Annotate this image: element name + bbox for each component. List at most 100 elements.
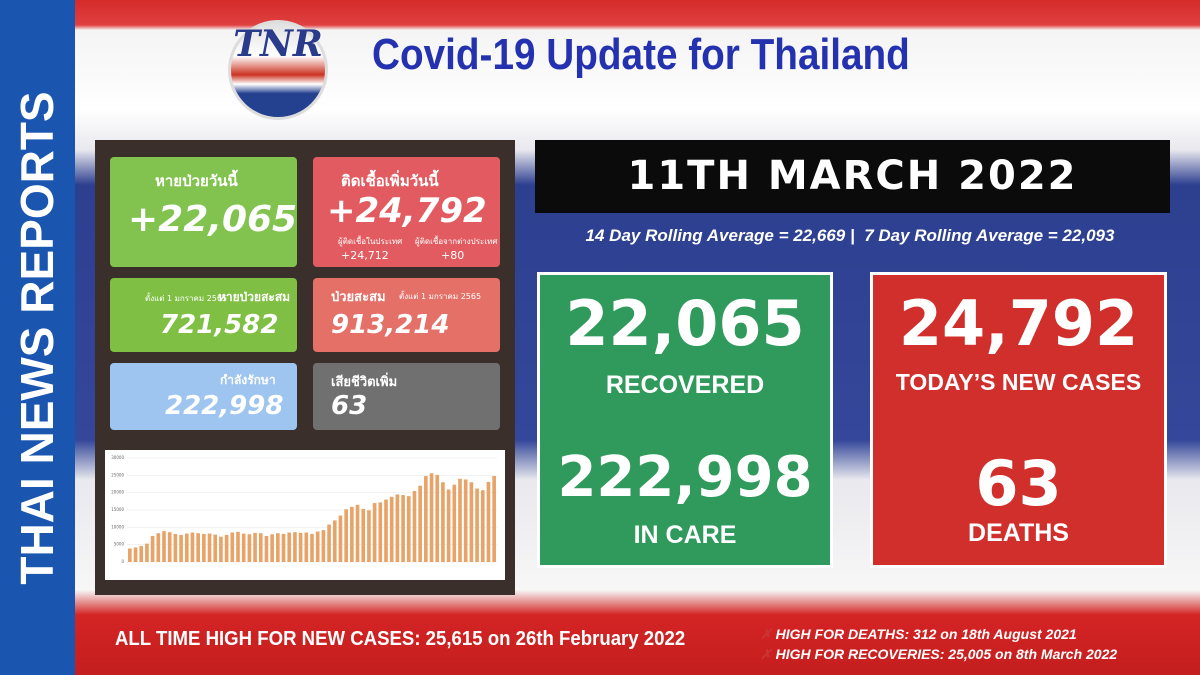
y-tick-label: 15000 [111,507,124,512]
tile-label: หายป่วยวันนี้ [155,172,238,190]
bar [236,531,240,562]
bar [475,488,479,562]
bar [429,473,434,562]
icon: ✗ [760,626,772,642]
card-label: IN CARE [633,521,737,549]
card-value: 63 [975,447,1062,520]
bar [372,503,377,562]
bar [401,495,405,562]
cases-card: 24,792 TODAY’S NEW CASES 63 DEATHS [870,272,1167,568]
stats-panel: หายป่วยวันนี้ +22,065 ติดเชื้อเพิ่มวันนี… [95,140,515,595]
bar [298,532,303,562]
bar [264,536,269,562]
bar [219,536,223,562]
tile: ตั้งแต่ 1 มกราคม 2565 หายป่วยสะสม 721,58… [110,278,297,352]
rolling-14: 14 Day Rolling Average = 22,669 | [585,226,855,245]
bar [492,476,496,562]
tile-label: ป่วยสะสม [331,290,386,305]
recovered-card: 22,065 RECOVERED 222,998 IN CARE [537,272,833,568]
tile: ติดเชื้อเพิ่มวันนี้ +24,792 ผู้ติดเชื้อใ… [313,157,500,267]
footer-text: HIGH FOR RECOVERIES: 25,005 on 8th March… [775,646,1118,662]
bar [173,533,178,562]
card-label: RECOVERED [605,371,765,399]
bar [458,478,462,562]
bar [463,479,468,562]
tile-note: ตั้งแต่ 1 มกราคม 2565 [145,294,228,303]
mini-chart: 0 5000 10000 15000 20000 25000 30000 [105,450,505,580]
bar [310,533,314,562]
bar [270,534,274,562]
sidebar-text: THAI NEWS REPORTS [11,91,63,585]
bar [321,530,326,562]
bar [276,533,280,562]
tile: ป่วยสะสม ตั้งแต่ 1 มกราคม 2565 913,214 [313,278,500,352]
bar [424,476,428,562]
y-tick-label: 20000 [111,490,124,495]
bar [344,509,348,562]
bar [315,531,320,562]
bar [287,532,292,562]
y-tick-label: 5000 [114,542,125,547]
title: Covid-19 Update for Thailand [372,30,910,79]
bar [441,482,445,562]
bar [224,534,229,562]
bar [384,499,388,562]
bar [202,533,206,562]
footer-text: HIGH FOR DEATHS: 312 on 18th August 2021 [775,626,1077,642]
tile-value: 913,214 [331,310,450,340]
tile: กำลังรักษา 222,998 [110,363,297,430]
bar [241,533,246,562]
bar [247,534,252,562]
bar [367,510,371,562]
tile-value: +22,065 [128,199,298,240]
bar [196,533,200,562]
bar [389,496,394,562]
bar [327,524,331,562]
footer-recoveries: ✗ HIGH FOR RECOVERIES: 25,005 on 8th Mar… [760,646,1117,663]
bar [338,515,343,562]
bar [418,485,422,562]
card-value: 22,065 [565,287,805,360]
tile-note: ผู้ติดเชื้อในประเทศ [338,237,403,246]
tile-note: +80 [441,249,465,262]
card-value: 24,792 [898,287,1139,360]
bar [133,547,138,562]
bar [230,532,235,562]
tile-value: 222,998 [165,391,284,421]
card-label: TODAY’S NEW CASES [895,369,1142,395]
bar [412,490,417,562]
bar [190,532,195,562]
bar [304,532,309,562]
sidebar: THAI NEWS REPORTS [0,0,75,675]
bar [281,533,286,562]
bar [350,506,354,562]
y-tick-label: 0 [121,559,124,564]
bar [446,489,451,562]
tile-label: ติดเชื้อเพิ่มวันนี้ [341,172,439,190]
card-label: DEATHS [968,519,1069,547]
y-tick-label: 30000 [111,455,124,460]
bar [378,502,383,562]
bar [332,520,337,562]
bar [469,482,474,562]
tile-value: +24,792 [327,191,487,231]
bar [253,532,257,562]
bar [395,494,400,562]
tile-value: 721,582 [160,310,279,340]
date: 11TH MARCH 2022 [535,140,1170,213]
bar [355,504,360,562]
bar [162,531,166,562]
logo: TNR [228,20,328,120]
bar [435,474,440,562]
tile: หายป่วยวันนี้ +22,065 [110,157,297,267]
tile-label: กำลังรักษา [220,373,276,387]
tile-note: ผู้ติดเชื้อจากต่างประเทศ [415,237,498,246]
bar [207,533,212,562]
tile-note: ตั้งแต่ 1 มกราคม 2565 [399,292,482,301]
bar [213,534,218,562]
bar [406,496,411,562]
tile-label: หายป่วยสะสม [218,290,291,304]
bar [184,533,189,562]
tile-label: เสียชีวิตเพิ่ม [331,375,398,390]
